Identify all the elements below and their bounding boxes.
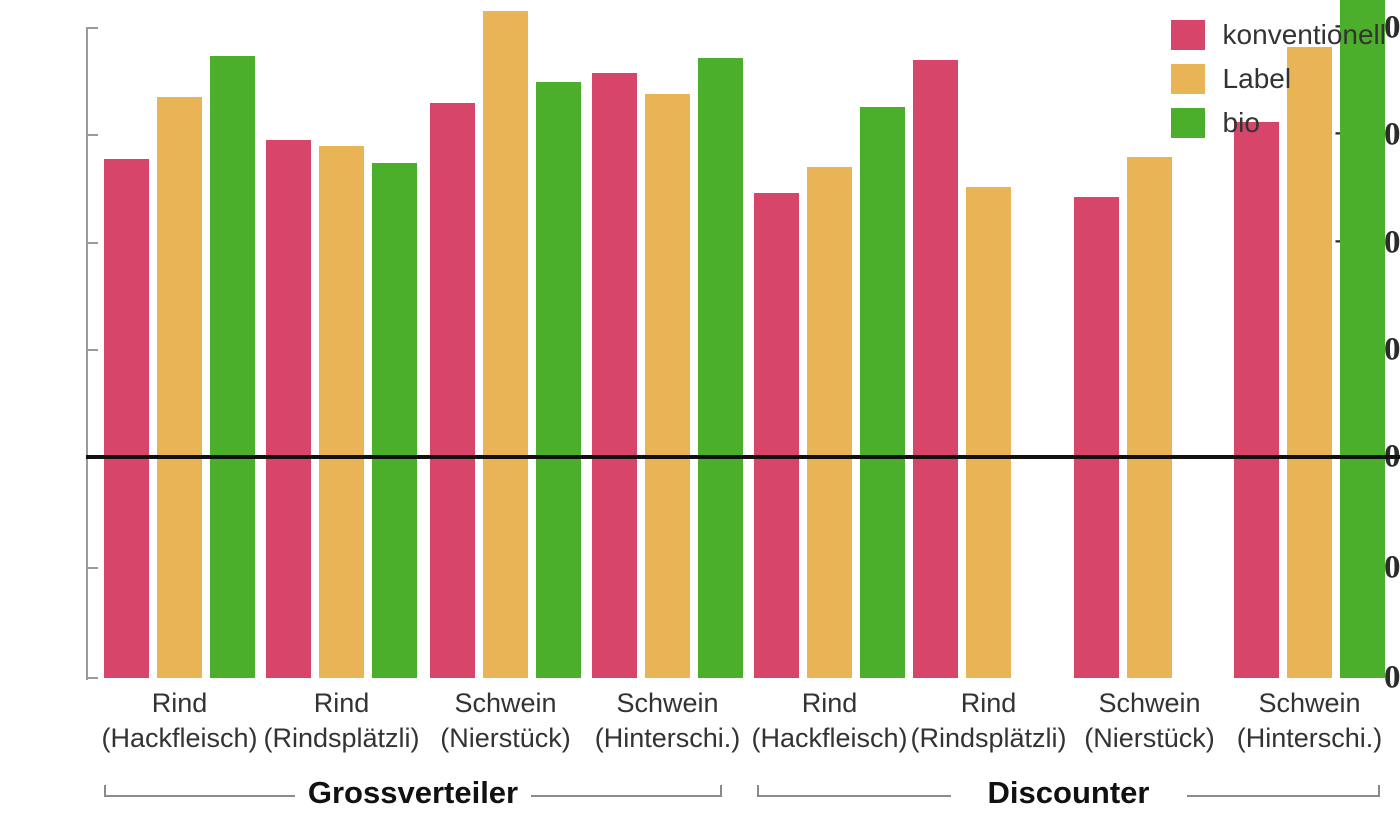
group-label: Discounter: [987, 775, 1150, 810]
bar-bio-7: [1340, 0, 1385, 678]
category-label-line2: (Hinterschi.): [594, 723, 741, 753]
category-label-line1: Schwein: [1098, 688, 1201, 718]
bar-label-5: [966, 186, 1011, 678]
reference-line-100: [86, 455, 1400, 459]
category-label-line1: Schwein: [616, 688, 719, 718]
y-axis-line: [86, 28, 88, 680]
bar-bio-1: [372, 163, 417, 678]
category-label-3: Schwein (Hinterschi.): [558, 686, 778, 756]
category-label-line1: Schwein: [1258, 688, 1361, 718]
y-axis-tick: [86, 134, 98, 137]
bar-konventionell-5: [913, 60, 958, 678]
y-axis-tick: [86, 348, 98, 351]
bar-konventionell-0: [104, 158, 149, 678]
bracket-line-left: [104, 795, 295, 797]
bar-konventionell-7: [1234, 122, 1279, 678]
bracket-line-right: [1186, 795, 1380, 797]
category-label-line2: (Hackfleisch): [751, 723, 908, 753]
group-bracket-0: Grossverteiler: [104, 775, 722, 810]
bracket-cap-right: [720, 785, 722, 797]
legend-label: konventionell: [1222, 19, 1386, 50]
category-label-line2: (Rindsplätzli): [263, 723, 420, 753]
category-label-line1: Schwein: [454, 688, 557, 718]
bracket-cap-right: [1378, 785, 1380, 797]
category-label-2: Schwein (Nierstück): [396, 686, 616, 756]
bar-konventionell-4: [754, 193, 799, 678]
bar-label-2: [483, 10, 528, 678]
category-label-line2: (Hackfleisch): [101, 723, 258, 753]
bar-bio-4: [860, 107, 905, 678]
category-label-7: Schwein (Hinterschi.): [1200, 686, 1400, 756]
bar-bio-2: [536, 81, 581, 678]
category-label-0: Rind (Hackfleisch): [70, 686, 290, 756]
bar-label-3: [645, 94, 690, 678]
category-label-line2: (Hinterschi.): [1236, 723, 1383, 753]
bar-konventionell-6: [1074, 197, 1119, 678]
bar-label-1: [319, 145, 364, 678]
bracket-line-right: [531, 795, 722, 797]
bar-konventionell-2: [430, 103, 475, 678]
category-label-line1: Rind: [151, 688, 208, 718]
category-label-line1: Rind: [313, 688, 370, 718]
bracket-line-left: [757, 795, 951, 797]
group-label: Grossverteiler: [307, 775, 519, 810]
bracket-cap-left: [104, 785, 106, 797]
bracket-cap-left: [757, 785, 759, 797]
y-axis-tick: [86, 27, 98, 29]
category-label-line2: (Nierstück): [440, 723, 571, 753]
category-label-1: Rind (Rindsplätzli): [232, 686, 452, 756]
bar-bio-3: [698, 58, 743, 678]
legend-item-bio[interactable]: bio: [1170, 106, 1386, 140]
category-label-6: Schwein (Nierstück): [1040, 686, 1260, 756]
bar-bio-0: [210, 55, 255, 678]
legend-swatch-icon: [1170, 108, 1205, 138]
bar-label-0: [157, 96, 202, 678]
bar-label-6: [1127, 156, 1172, 678]
category-label-4: Rind (Hackfleisch): [720, 686, 940, 756]
legend: konventionell Label bio: [1170, 18, 1386, 150]
bar-label-4: [807, 167, 852, 678]
category-label-line2: (Nierstück): [1084, 723, 1215, 753]
y-axis-tick: [86, 677, 98, 679]
legend-label: Label: [1222, 63, 1292, 94]
legend-label: bio: [1222, 107, 1260, 138]
bar-konventionell-1: [266, 139, 311, 678]
legend-item-label[interactable]: Label: [1170, 62, 1386, 96]
y-axis-tick-label: 0: [1384, 659, 1400, 696]
category-label-line1: Rind: [960, 688, 1017, 718]
y-axis-tick: [86, 566, 98, 569]
category-label-5: Rind (Rindsplätzli): [879, 686, 1099, 756]
group-bracket-1: Discounter: [757, 775, 1380, 810]
y-axis-tick: [86, 241, 98, 244]
bar-label-7: [1287, 47, 1332, 678]
category-label-line1: Rind: [801, 688, 858, 718]
legend-item-konventionell[interactable]: konventionell: [1170, 18, 1386, 52]
bar-konventionell-3: [592, 73, 637, 678]
category-label-line2: (Rindsplätzli): [910, 723, 1067, 753]
legend-swatch-icon: [1170, 64, 1205, 94]
legend-swatch-icon: [1170, 20, 1205, 50]
